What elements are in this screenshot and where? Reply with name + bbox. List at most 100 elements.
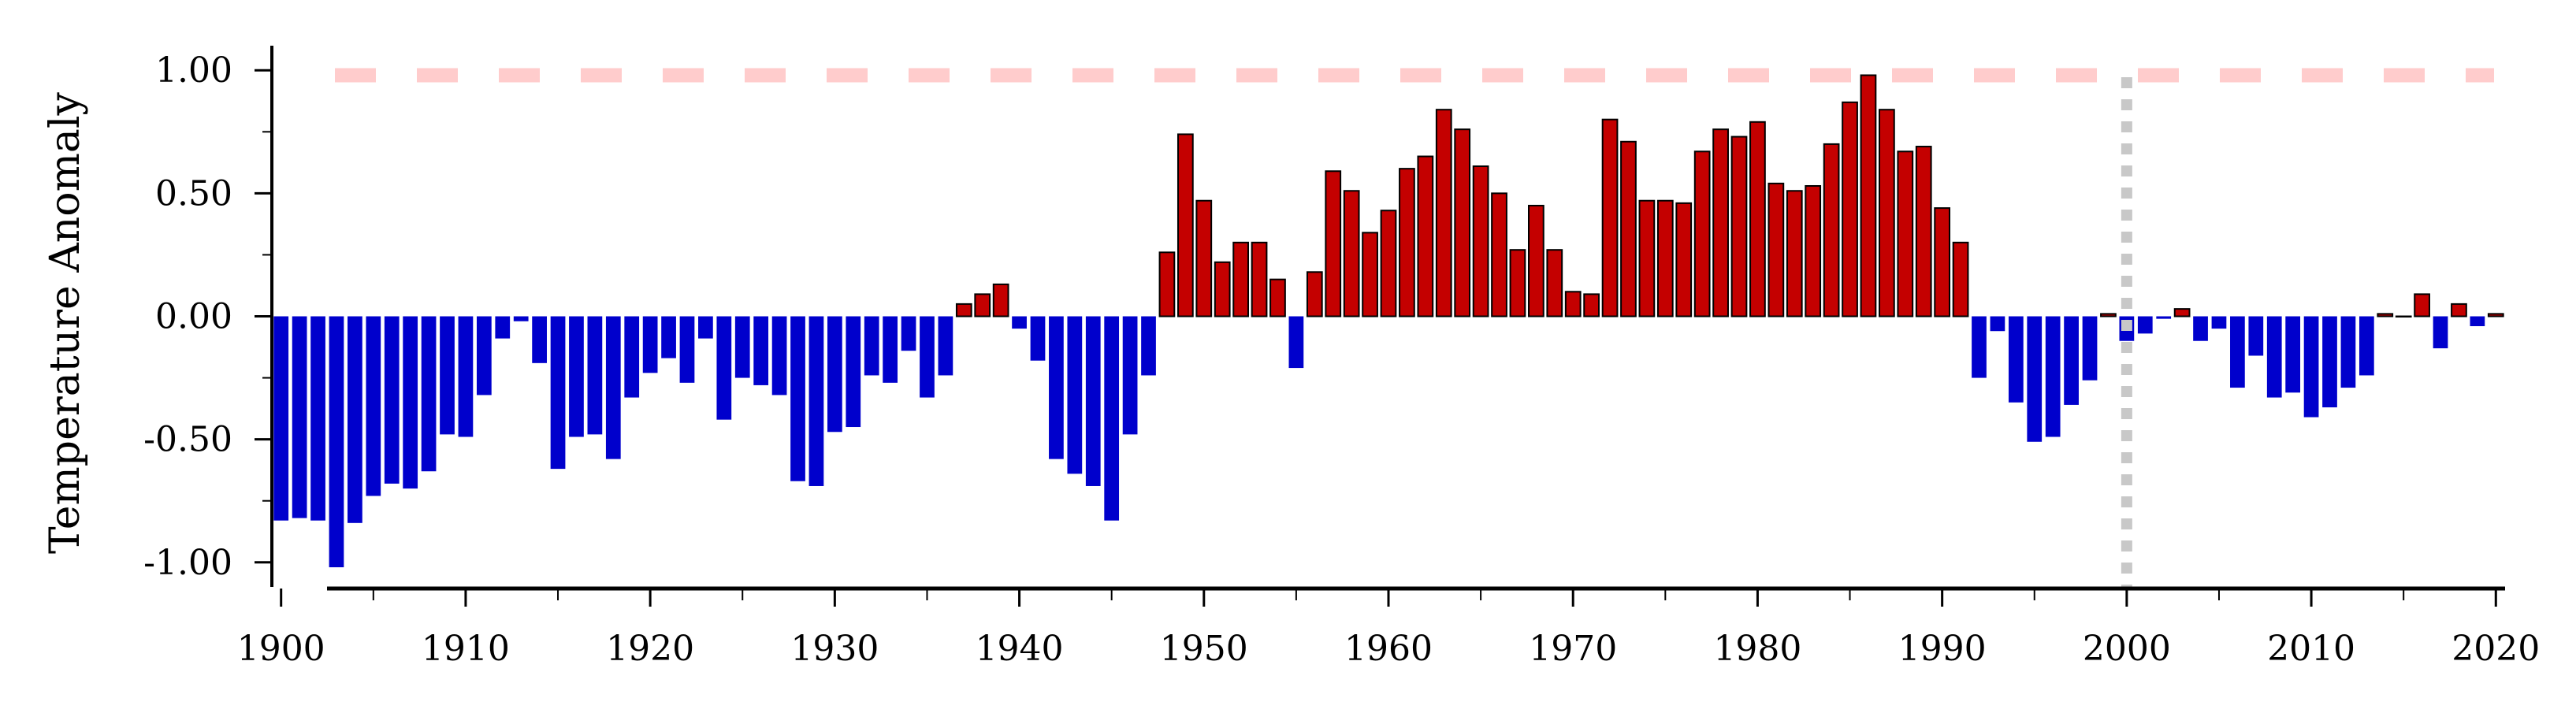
bar-1906 bbox=[384, 316, 400, 484]
bar-1911 bbox=[476, 316, 492, 395]
bar-1997 bbox=[2064, 316, 2079, 405]
bar-1976 bbox=[1675, 202, 1693, 318]
bar-1972 bbox=[1601, 118, 1619, 318]
bar-2018 bbox=[2451, 303, 2467, 318]
x-tick-label: 2010 bbox=[2267, 629, 2355, 669]
bar-2014 bbox=[2377, 313, 2394, 318]
bar-1922 bbox=[679, 316, 695, 383]
bar-1921 bbox=[661, 316, 676, 358]
bar-1979 bbox=[1730, 136, 1748, 318]
bar-1909 bbox=[440, 316, 455, 435]
bars-layer bbox=[273, 74, 2504, 568]
bar-1978 bbox=[1712, 128, 1729, 318]
x-tick-label: 1950 bbox=[1160, 629, 1248, 669]
bar-1967 bbox=[1509, 249, 1526, 318]
bar-1971 bbox=[1583, 293, 1600, 318]
bar-1981 bbox=[1768, 182, 1785, 318]
bar-2017 bbox=[2433, 316, 2448, 349]
bar-1937 bbox=[955, 303, 972, 318]
bar-1990 bbox=[1934, 207, 1951, 318]
bar-1977 bbox=[1693, 150, 1711, 318]
bar-2004 bbox=[2193, 316, 2208, 341]
x-tick-label: 1940 bbox=[976, 629, 1064, 669]
bar-1913 bbox=[513, 316, 529, 321]
bar-1945 bbox=[1104, 316, 1120, 521]
bar-1988 bbox=[1897, 150, 1914, 318]
bar-1987 bbox=[1879, 109, 1895, 318]
y-tick-label: -1.00 bbox=[143, 543, 232, 583]
bar-1939 bbox=[992, 283, 1009, 318]
bar-1908 bbox=[421, 316, 437, 472]
bar-1980 bbox=[1749, 121, 1766, 318]
bar-1969 bbox=[1546, 249, 1563, 318]
bar-1919 bbox=[624, 316, 640, 398]
bar-2012 bbox=[2340, 316, 2356, 388]
bar-1938 bbox=[974, 293, 991, 318]
bar-1957 bbox=[1325, 170, 1342, 318]
bar-1954 bbox=[1269, 278, 1286, 318]
bar-1935 bbox=[920, 316, 935, 398]
bar-2013 bbox=[2359, 316, 2374, 376]
bar-2001 bbox=[2137, 316, 2153, 334]
bar-1955 bbox=[1288, 316, 1304, 369]
bar-1946 bbox=[1122, 316, 1138, 435]
bar-1923 bbox=[698, 316, 713, 339]
bar-1959 bbox=[1362, 232, 1378, 318]
x-tick-label: 1910 bbox=[422, 629, 510, 669]
bar-2005 bbox=[2211, 316, 2227, 329]
bar-1963 bbox=[1435, 109, 1452, 318]
bar-1964 bbox=[1454, 128, 1471, 318]
bar-2002 bbox=[2156, 316, 2172, 319]
bar-1948 bbox=[1158, 251, 1176, 318]
bar-1904 bbox=[348, 316, 362, 523]
bar-1966 bbox=[1491, 192, 1507, 318]
bar-1986 bbox=[1860, 74, 1877, 318]
bar-2015 bbox=[2395, 315, 2412, 318]
bar-1924 bbox=[716, 316, 732, 420]
y-tick-label: 0.00 bbox=[155, 297, 232, 337]
bar-2009 bbox=[2285, 316, 2301, 393]
bar-1996 bbox=[2045, 316, 2061, 437]
bar-1925 bbox=[734, 316, 750, 378]
bar-1952 bbox=[1232, 241, 1249, 318]
bar-1929 bbox=[808, 316, 824, 486]
bar-1970 bbox=[1564, 291, 1582, 318]
bar-1993 bbox=[1990, 316, 2005, 332]
bar-1998 bbox=[2082, 316, 2098, 381]
bar-1928 bbox=[790, 316, 805, 481]
x-tick-label: 1930 bbox=[790, 629, 879, 669]
bar-1968 bbox=[1528, 204, 1544, 318]
bar-2007 bbox=[2248, 316, 2264, 356]
bar-1958 bbox=[1343, 190, 1360, 318]
bar-1901 bbox=[292, 316, 307, 518]
x-tick-label: 1920 bbox=[606, 629, 694, 669]
bar-1962 bbox=[1417, 155, 1434, 318]
bar-2020 bbox=[2487, 313, 2504, 318]
x-tick-label: 1900 bbox=[237, 629, 325, 669]
bar-1951 bbox=[1214, 261, 1231, 318]
bar-1943 bbox=[1067, 316, 1083, 474]
y-tick-label: 1.00 bbox=[155, 50, 232, 91]
bar-1936 bbox=[938, 316, 953, 376]
bar-1949 bbox=[1176, 133, 1194, 318]
x-tick-label: 1970 bbox=[1529, 629, 1617, 669]
bar-1916 bbox=[569, 316, 584, 437]
bar-1903 bbox=[329, 316, 344, 568]
bar-1965 bbox=[1472, 165, 1489, 318]
bar-2010 bbox=[2303, 316, 2319, 418]
y-tick-label: -0.50 bbox=[143, 420, 232, 460]
bar-1915 bbox=[550, 316, 566, 470]
bar-1905 bbox=[366, 316, 381, 496]
bar-2019 bbox=[2470, 316, 2485, 326]
bar-2011 bbox=[2322, 316, 2337, 408]
y-axis-label: Temperature Anomaly bbox=[42, 91, 89, 553]
bar-1982 bbox=[1786, 190, 1803, 318]
x-tick-label: 1990 bbox=[1898, 629, 1987, 669]
bar-1932 bbox=[864, 316, 879, 376]
bar-1907 bbox=[403, 316, 418, 489]
bar-2006 bbox=[2230, 316, 2245, 388]
bar-1991 bbox=[1952, 241, 1969, 318]
x-tick-label: 2020 bbox=[2451, 629, 2540, 669]
bar-1995 bbox=[2027, 316, 2043, 442]
